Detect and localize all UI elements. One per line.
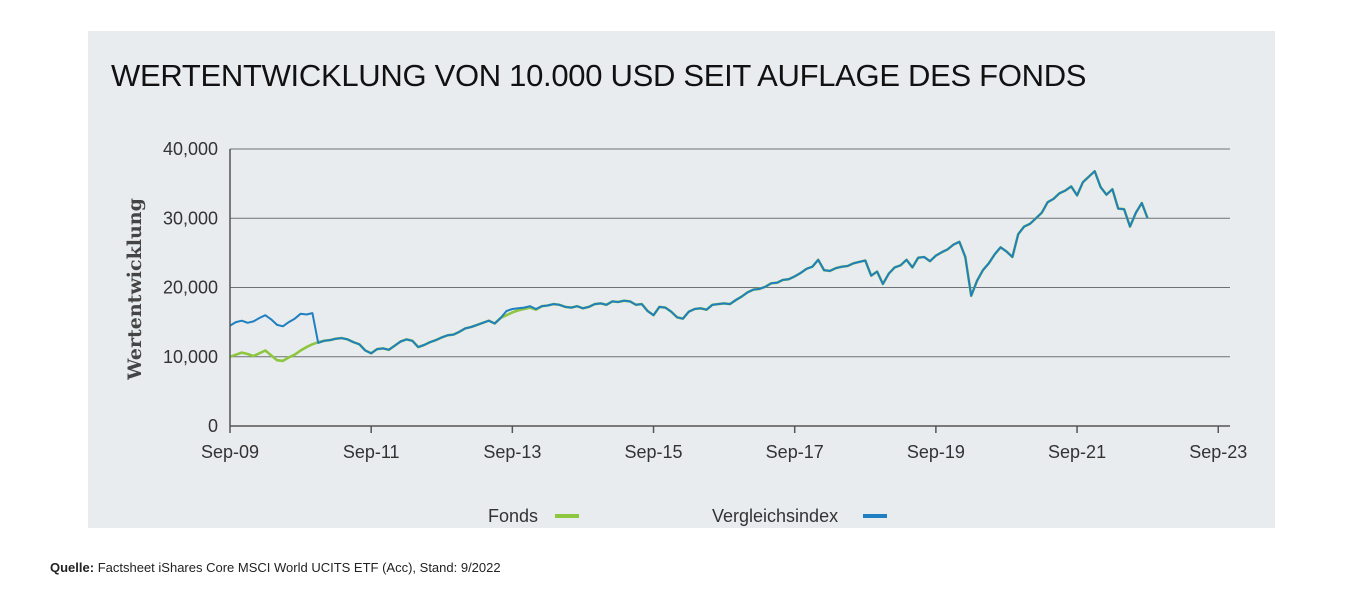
legend-label-fonds: Fonds [488,506,538,526]
source-label: Quelle: [50,560,95,575]
y-tick-label: 10,000 [163,347,218,367]
gridlines [230,148,1230,358]
series-layer [229,169,1149,363]
chart-title: WERTENTWICKLUNG VON 10.000 USD SEIT AUFL… [111,58,1087,93]
x-tick-label: Sep-15 [625,442,683,462]
y-axis-label: Wertentwicklung [124,198,146,381]
y-tick-label: 0 [208,416,218,436]
series-line-vergleichsindex [229,170,1149,355]
source-note: Quelle: Factsheet iShares Core MSCI Worl… [50,560,501,575]
y-tick-label: 40,000 [163,139,218,159]
x-tick-label: Sep-23 [1189,442,1247,462]
x-tick-label: Sep-13 [483,442,541,462]
x-axis-ticks: Sep-09 Sep-11 Sep-13 Sep-15 Sep-17 Sep-19 Sep-… [201,426,1247,462]
x-tick-label: Sep-19 [907,442,965,462]
x-tick-label: Sep-21 [1048,442,1106,462]
y-tick-label: 30,000 [163,208,218,228]
legend: Fonds Vergleichsindex [488,506,887,526]
series-line-fonds [229,169,1149,363]
x-tick-label: Sep-09 [201,442,259,462]
legend-label-vergleichsindex: Vergleichsindex [712,506,838,526]
chart-panel [88,31,1275,528]
y-axis-ticks: 0 10,000 20,000 30,000 40,000 [163,139,218,436]
x-tick-label: Sep-11 [343,442,400,462]
source-text: Factsheet iShares Core MSCI World UCITS … [97,560,501,575]
y-tick-label: 20,000 [163,278,218,298]
x-tick-label: Sep-17 [766,442,824,462]
